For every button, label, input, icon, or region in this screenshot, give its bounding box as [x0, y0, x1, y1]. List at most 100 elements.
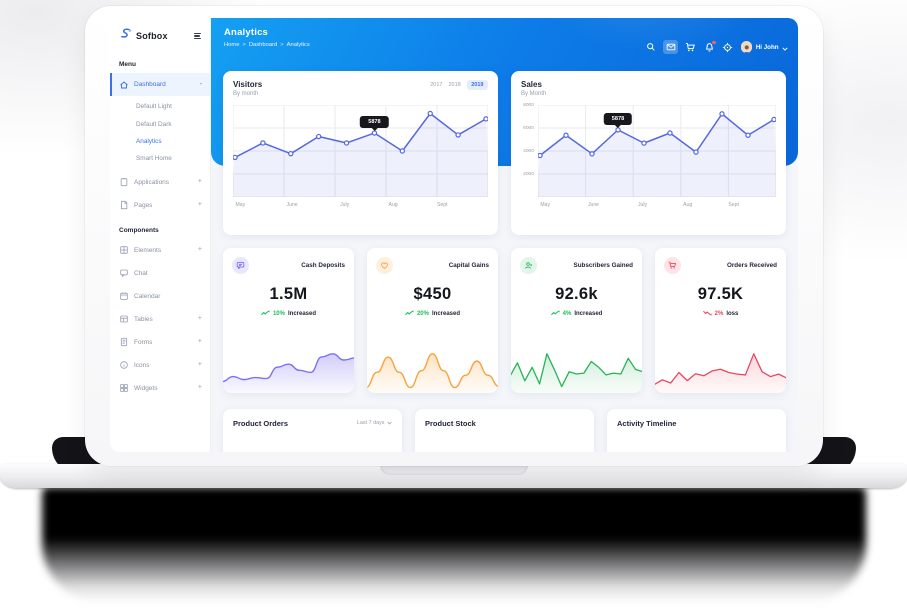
- chevron-down-icon: [782, 38, 788, 56]
- bell-icon[interactable]: [704, 40, 716, 53]
- tab-2017[interactable]: 2017: [430, 82, 443, 88]
- sales-x-axis: May June July Aug Sept: [540, 202, 739, 208]
- expand-toggle[interactable]: +: [197, 178, 202, 185]
- sidebar: Sofbox Menu Dashboard - Default Light De: [110, 18, 211, 452]
- sidebar-item-dashboard[interactable]: Dashboard -: [110, 73, 210, 96]
- sidebar-item-widgets[interactable]: Widgets +: [110, 377, 210, 400]
- stat-value: 1.5M: [269, 285, 308, 303]
- compass-icon[interactable]: [722, 42, 733, 53]
- cash-deposits-sparkline: [223, 349, 354, 393]
- collapse-toggle[interactable]: -: [199, 80, 202, 88]
- sidebar-item-forms[interactable]: Forms +: [110, 331, 210, 354]
- breadcrumb-analytics: Analytics: [286, 41, 310, 48]
- product-stock-panel: Product Stock: [415, 409, 594, 452]
- expand-toggle[interactable]: +: [197, 384, 202, 391]
- sales-subtitle: By Month: [521, 91, 547, 97]
- dashboard-app: Sofbox Menu Dashboard - Default Light De: [110, 18, 798, 452]
- page-title: Analytics: [224, 27, 269, 38]
- breadcrumb-dashboard[interactable]: Dashboard: [248, 41, 278, 48]
- sales-y-axis: 8000 6000 4000 2000: [523, 103, 534, 177]
- sidebar-item-analytics[interactable]: Analytics: [136, 137, 162, 145]
- hamburger-menu-button[interactable]: [192, 31, 203, 41]
- chart-tooltip: 5878: [603, 112, 633, 125]
- sidebar-item-calendar[interactable]: Calendar: [110, 285, 210, 308]
- sidebar-item-tables[interactable]: Tables +: [110, 308, 210, 331]
- trend-up-icon: [261, 310, 270, 318]
- sofbox-logo-icon: [119, 27, 132, 45]
- orders-sparkline: [655, 349, 786, 393]
- stat-card-subscribers: Subscribers Gained 92.6k 4: [511, 248, 642, 393]
- sidebar-item-smart-home[interactable]: Smart Home: [136, 155, 172, 163]
- sidebar-item-default-light[interactable]: Default Light: [136, 103, 172, 111]
- grid-icon: [119, 245, 129, 255]
- expand-toggle[interactable]: +: [197, 338, 202, 345]
- clipboard-icon: [119, 177, 129, 187]
- laptop-notch: [379, 464, 528, 475]
- home-icon: [119, 80, 129, 90]
- sidebar-item-default-dark[interactable]: Default Dark: [136, 120, 172, 128]
- trend-down-icon: [702, 310, 712, 318]
- app-title: Sofbox: [136, 31, 168, 41]
- expand-toggle[interactable]: +: [197, 315, 202, 322]
- sales-chart: 5878: [538, 105, 776, 197]
- user-menu[interactable]: Hi John: [740, 38, 788, 56]
- sales-card: Sales By Month 8000 6000 4000 2000: [511, 71, 786, 235]
- stats-row: Cash Deposits 1.5M 10%: [223, 248, 786, 393]
- search-icon[interactable]: [646, 42, 656, 52]
- stat-value: $450: [413, 285, 452, 303]
- info-icon: [119, 360, 129, 370]
- visitors-x-axis: May June July Aug Sept: [235, 202, 448, 208]
- visitors-card: Visitors By month 2017 2018 2019: [223, 71, 498, 235]
- tab-2019[interactable]: 2019: [466, 80, 488, 90]
- topbar-actions: Hi John: [646, 29, 788, 65]
- sidebar-item-chat[interactable]: Chat: [110, 262, 210, 285]
- sidebar-item-pages[interactable]: Pages +: [110, 194, 210, 217]
- capital-gains-sparkline: [367, 349, 498, 393]
- visitors-title: Visitors: [233, 80, 263, 89]
- user-icon: [520, 257, 537, 274]
- user-greeting: Hi John: [755, 43, 779, 51]
- stat-card-orders: Orders Received 97.5K 2%: [655, 248, 786, 393]
- laptop-base: [0, 464, 907, 488]
- mail-icon[interactable]: [663, 39, 678, 55]
- notification-badge: [712, 40, 716, 45]
- charts-row: Visitors By month 2017 2018 2019: [223, 71, 786, 235]
- calendar-icon: [119, 291, 129, 301]
- dashboard-submenu: Default Light Default Dark Analytics Sma…: [110, 96, 210, 171]
- subscribers-sparkline: [511, 349, 642, 393]
- expand-toggle[interactable]: +: [197, 246, 202, 253]
- chat-icon: [119, 268, 129, 278]
- avatar: [740, 41, 753, 53]
- cart-icon[interactable]: [685, 42, 696, 53]
- stat-value: 92.6k: [555, 285, 598, 303]
- chart-tooltip: 5878: [360, 116, 389, 129]
- expand-toggle[interactable]: +: [197, 361, 202, 368]
- content: Visitors By month 2017 2018 2019: [211, 65, 798, 452]
- product-orders-panel: Product Orders Last 7 days: [223, 409, 402, 452]
- sidebar-item-applications[interactable]: Applications +: [110, 171, 210, 194]
- stat-card-cash-deposits: Cash Deposits 1.5M 10%: [223, 248, 354, 393]
- trend-up-icon: [550, 310, 560, 318]
- stat-change: 10% Increased: [223, 310, 354, 318]
- laptop-shadow: [42, 487, 866, 603]
- laptop-screen: Sofbox Menu Dashboard - Default Light De: [85, 6, 823, 466]
- menu-section-label: Menu: [119, 61, 136, 68]
- stat-change: 20% Increased: [367, 310, 498, 318]
- visitors-subtitle: By month: [233, 91, 259, 97]
- trend-up-icon: [405, 310, 414, 318]
- sidebar-item-elements[interactable]: Elements +: [110, 239, 210, 262]
- visitors-chart: 5878: [233, 105, 488, 197]
- panels-row: Product Orders Last 7 days Product Stock…: [223, 409, 786, 452]
- sidebar-item-icons[interactable]: Icons +: [110, 354, 210, 377]
- components-section-label: Components: [119, 226, 159, 234]
- expand-toggle[interactable]: +: [197, 201, 202, 208]
- last-7-days-dropdown[interactable]: Last 7 days: [357, 420, 392, 426]
- breadcrumb: Home > Dashboard > Analytics: [224, 41, 310, 48]
- message-icon: [232, 257, 249, 274]
- tab-2018[interactable]: 2018: [448, 82, 461, 88]
- main-area: Analytics Home > Dashboard > Analytics: [211, 18, 798, 452]
- form-icon: [119, 337, 129, 347]
- stat-card-capital-gains: Capital Gains $450 20%: [367, 248, 498, 393]
- table-icon: [119, 314, 129, 324]
- breadcrumb-home[interactable]: Home: [224, 41, 240, 48]
